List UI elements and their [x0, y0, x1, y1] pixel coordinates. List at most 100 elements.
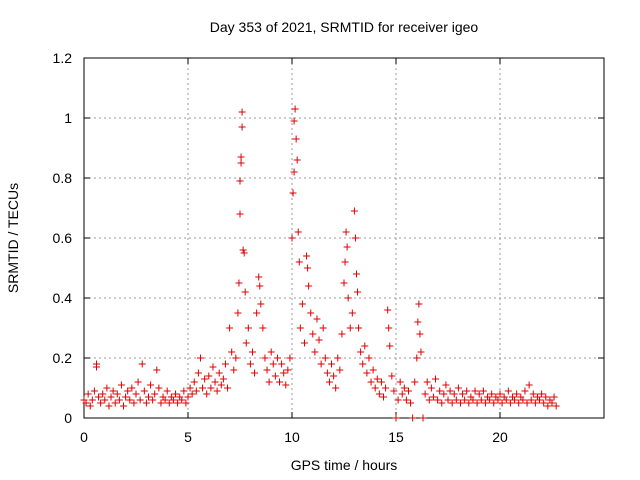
data-point: [351, 234, 359, 242]
data-point: [359, 360, 367, 368]
data-point: [450, 390, 458, 398]
data-point: [109, 387, 117, 395]
data-point: [417, 348, 425, 356]
data-point: [504, 387, 512, 395]
data-point: [207, 384, 215, 392]
data-point: [344, 294, 352, 302]
data-point: [471, 387, 479, 395]
y-tick-label: 0.4: [53, 290, 73, 306]
data-point: [354, 288, 362, 296]
data-point: [194, 369, 202, 377]
data-point: [367, 378, 375, 386]
data-point: [394, 396, 402, 404]
data-point: [307, 309, 315, 317]
data-point: [290, 168, 298, 176]
data-point: [276, 378, 284, 386]
data-point: [144, 393, 152, 401]
data-point: [153, 366, 161, 374]
data-point: [157, 399, 165, 407]
data-point: [456, 399, 464, 407]
data-point: [388, 372, 396, 380]
data-point: [469, 396, 477, 404]
grid-lines: [84, 58, 604, 418]
data-point: [371, 384, 379, 392]
data-point: [169, 396, 177, 404]
data-point: [496, 390, 504, 398]
data-point: [239, 246, 247, 254]
data-point: [248, 348, 256, 356]
data-point: [384, 306, 392, 314]
data-point: [209, 363, 217, 371]
data-point: [436, 387, 444, 395]
data-point: [128, 384, 136, 392]
data-point: [221, 360, 229, 368]
y-tick-label: 0.8: [53, 170, 73, 186]
data-point: [550, 393, 558, 401]
data-point: [228, 348, 236, 356]
data-point: [238, 123, 246, 131]
data-point: [255, 273, 263, 281]
data-point: [244, 324, 252, 332]
data-point: [120, 402, 128, 410]
data-point: [261, 354, 269, 362]
data-point: [147, 381, 155, 389]
data-point: [237, 153, 245, 161]
data-point: [84, 390, 92, 398]
data-point: [423, 378, 431, 386]
data-point: [267, 348, 275, 356]
data-point: [375, 390, 383, 398]
data-point: [544, 402, 552, 410]
data-point: [199, 384, 207, 392]
data-point: [211, 378, 219, 386]
data-point: [434, 396, 442, 404]
data-point: [107, 393, 115, 401]
data-point: [289, 189, 297, 197]
data-point: [486, 396, 494, 404]
data-point: [215, 369, 223, 377]
data-point: [432, 375, 440, 383]
data-point: [280, 369, 288, 377]
data-point: [124, 387, 132, 395]
data-point: [238, 108, 246, 116]
data-point: [284, 366, 292, 374]
data-point: [330, 372, 338, 380]
data-point: [404, 387, 412, 395]
data-point: [334, 354, 342, 362]
data-point: [282, 381, 290, 389]
data-point: [475, 390, 483, 398]
data-point: [515, 399, 523, 407]
data-point: [523, 399, 531, 407]
data-point: [452, 396, 460, 404]
data-point: [386, 342, 394, 350]
chart-title: Day 353 of 2021, SRMTID for receiver ige…: [210, 19, 479, 35]
data-point: [235, 279, 243, 287]
data-point: [342, 228, 350, 236]
data-point: [552, 402, 560, 410]
data-point: [446, 387, 454, 395]
data-point: [531, 399, 539, 407]
data-point: [163, 387, 171, 395]
data-point: [122, 393, 130, 401]
data-point: [305, 282, 313, 290]
data-point: [454, 384, 462, 392]
data-point: [140, 387, 148, 395]
data-point: [440, 390, 448, 398]
data-point: [313, 315, 321, 323]
data-point: [369, 366, 377, 374]
data-point: [113, 390, 121, 398]
data-point: [438, 399, 446, 407]
data-point: [538, 390, 546, 398]
data-point: [402, 396, 410, 404]
data-point: [236, 177, 244, 185]
data-point: [415, 300, 423, 308]
data-point: [132, 390, 140, 398]
data-point: [149, 396, 157, 404]
data-point: [205, 372, 213, 380]
y-tick-label: 0.6: [53, 230, 73, 246]
data-point: [111, 399, 119, 407]
data-point: [226, 324, 234, 332]
data-point: [323, 369, 331, 377]
data-point: [295, 258, 303, 266]
data-point: [236, 210, 244, 218]
